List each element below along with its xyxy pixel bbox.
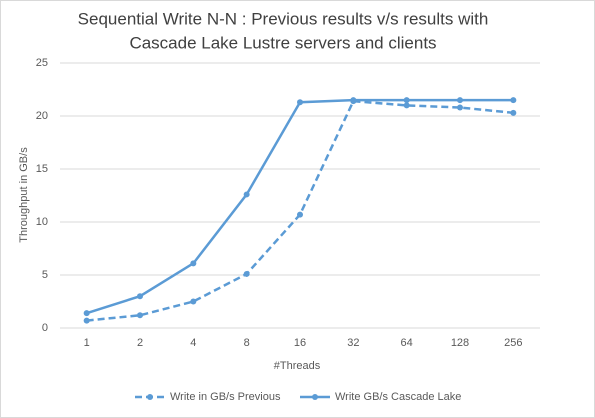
x-tick-label: 4 — [190, 337, 196, 349]
legend-marker — [312, 394, 318, 400]
legend-marker — [147, 394, 153, 400]
data-point — [190, 260, 197, 267]
y-tick-label: 5 — [42, 269, 48, 281]
data-point — [510, 109, 517, 116]
x-tick-label: 2 — [137, 337, 143, 349]
data-point — [297, 211, 303, 218]
x-tick-label: 64 — [401, 337, 413, 349]
y-tick-label: 10 — [36, 216, 48, 228]
y-axis-label: Throughput in GB/s — [18, 147, 30, 243]
x-axis-label: #Threads — [274, 360, 321, 372]
data-point — [297, 99, 303, 106]
data-point — [510, 97, 517, 104]
x-tick-label: 128 — [451, 337, 469, 349]
y-tick-label: 25 — [36, 57, 48, 69]
data-point — [190, 298, 197, 305]
data-point — [243, 191, 250, 198]
legend-label: Write in GB/s Previous — [170, 391, 281, 403]
data-point — [83, 317, 90, 324]
x-tick-label: 1 — [84, 337, 90, 349]
x-tick-label: 8 — [244, 337, 250, 349]
data-point — [403, 97, 410, 104]
data-point — [83, 310, 90, 317]
legend-label: Write GB/s Cascade Lake — [335, 391, 461, 403]
data-point — [137, 312, 143, 319]
y-tick-label: 0 — [42, 322, 48, 334]
data-point — [137, 293, 143, 300]
y-tick-label: 20 — [36, 110, 48, 122]
data-point — [457, 104, 463, 111]
data-point — [457, 97, 463, 104]
data-point — [403, 102, 410, 109]
x-tick-label: 32 — [347, 337, 359, 349]
data-point — [243, 270, 250, 277]
chart-title: Sequential Write N-N : Previous results … — [78, 9, 489, 28]
x-tick-label: 16 — [294, 337, 306, 349]
chart-title: Cascade Lake Lustre servers and clients — [129, 33, 436, 52]
x-tick-label: 256 — [504, 337, 522, 349]
y-tick-label: 15 — [36, 163, 48, 175]
data-point — [350, 97, 357, 104]
